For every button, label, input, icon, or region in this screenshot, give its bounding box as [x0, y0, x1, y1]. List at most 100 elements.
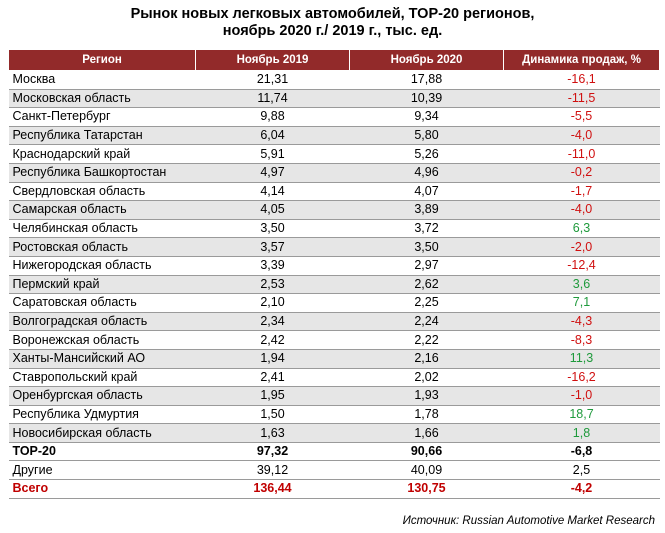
table-row: Ханты-Мансийский АО 1,94 2,16 11,3 [8, 349, 660, 369]
dynamics-cell: -8,3 [503, 330, 660, 350]
dynamics-cell: -1,0 [503, 386, 660, 406]
other-label: Другие [8, 460, 196, 481]
top20-row: ТОР-20 97,32 90,66 -6,8 [8, 442, 660, 462]
nov2020-cell: 2,62 [349, 275, 504, 295]
dynamics-cell: -4,0 [503, 126, 660, 146]
dynamics-cell: -4,0 [503, 200, 660, 220]
table-row: Ставропольский край 2,41 2,02 -16,2 [8, 368, 660, 388]
source-note: Источник: Russian Automotive Market Rese… [402, 515, 655, 527]
dynamics-cell: 1,8 [503, 423, 660, 443]
table-row: Санкт-Петербург 9,88 9,34 -5,5 [8, 107, 660, 127]
table-row: Московская область 11,74 10,39 -11,5 [8, 89, 660, 109]
nov2019-cell: 2,53 [195, 275, 350, 295]
dynamics-cell: -0,2 [503, 163, 660, 183]
table-row: Республика Удмуртия 1,50 1,78 18,7 [8, 405, 660, 425]
region-cell: Московская область [8, 89, 196, 109]
title-line-2: ноябрь 2020 г./ 2019 г., тыс. ед. [222, 23, 443, 39]
dynamics-cell: -16,1 [503, 70, 660, 90]
region-cell: Саратовская область [8, 293, 196, 313]
dynamics-cell: 11,3 [503, 349, 660, 369]
nov2019-cell: 2,34 [195, 312, 350, 332]
nov2019-cell: 11,74 [195, 89, 350, 109]
table-row: Саратовская область 2,10 2,25 7,1 [8, 293, 660, 313]
dynamics-cell: -5,5 [503, 107, 660, 127]
other-row: Другие 39,12 40,09 2,5 [8, 460, 660, 481]
total-nov2019: 136,44 [195, 479, 350, 499]
dynamics-cell: -4,3 [503, 312, 660, 332]
region-cell: Краснодарский край [8, 144, 196, 164]
region-cell: Воронежская область [8, 330, 196, 350]
nov2019-cell: 4,05 [195, 200, 350, 220]
nov2019-cell: 9,88 [195, 107, 350, 127]
region-cell: Самарская область [8, 200, 196, 220]
top20-dynamics: -6,8 [503, 442, 660, 462]
nov2020-cell: 2,22 [349, 330, 504, 350]
table-row: Челябинская область 3,50 3,72 6,3 [8, 219, 660, 239]
region-cell: Республика Удмуртия [8, 405, 196, 425]
nov2020-cell: 3,50 [349, 237, 504, 257]
table-row: Свердловская область 4,14 4,07 -1,7 [8, 182, 660, 202]
top20-nov2019: 97,32 [195, 442, 350, 462]
table-row: Краснодарский край 5,91 5,26 -11,0 [8, 144, 660, 164]
table-row: Москва 21,31 17,88 -16,1 [8, 70, 660, 90]
region-cell: Оренбургская область [8, 386, 196, 406]
total-row: Всего 136,44 130,75 -4,2 [8, 479, 660, 499]
page-title: Рынок новых легковых автомобилей, ТОР-20… [0, 6, 665, 40]
nov2019-cell: 1,94 [195, 349, 350, 369]
dynamics-cell: 6,3 [503, 219, 660, 239]
nov2020-cell: 17,88 [349, 70, 504, 90]
header-nov2020: Ноябрь 2020 [349, 49, 504, 71]
total-label: Всего [8, 479, 196, 499]
dynamics-cell: -11,0 [503, 144, 660, 164]
nov2019-cell: 3,50 [195, 219, 350, 239]
title-line-1: Рынок новых легковых автомобилей, ТОР-20… [130, 6, 535, 22]
top20-label: ТОР-20 [8, 442, 196, 462]
region-cell: Ханты-Мансийский АО [8, 349, 196, 369]
total-nov2020: 130,75 [349, 479, 504, 499]
dynamics-cell: -11,5 [503, 89, 660, 109]
table-row: Самарская область 4,05 3,89 -4,0 [8, 200, 660, 220]
dynamics-cell: 18,7 [503, 405, 660, 425]
nov2020-cell: 1,78 [349, 405, 504, 425]
other-dynamics: 2,5 [503, 460, 660, 481]
region-cell: Санкт-Петербург [8, 107, 196, 127]
total-dynamics: -4,2 [503, 479, 660, 499]
table-row: Республика Башкортостан 4,97 4,96 -0,2 [8, 163, 660, 183]
header-dynamics: Динамика продаж, % [503, 49, 660, 71]
region-cell: Пермский край [8, 275, 196, 295]
table-row: Оренбургская область 1,95 1,93 -1,0 [8, 386, 660, 406]
header-nov2019: Ноябрь 2019 [195, 49, 350, 71]
region-cell: Ставропольский край [8, 368, 196, 388]
nov2020-cell: 2,97 [349, 256, 504, 276]
nov2019-cell: 3,39 [195, 256, 350, 276]
header-region: Регион [8, 49, 196, 71]
nov2020-cell: 2,02 [349, 368, 504, 388]
nov2020-cell: 4,96 [349, 163, 504, 183]
nov2020-cell: 1,93 [349, 386, 504, 406]
nov2019-cell: 1,63 [195, 423, 350, 443]
region-cell: Нижегородская область [8, 256, 196, 276]
nov2019-cell: 2,42 [195, 330, 350, 350]
region-cell: Свердловская область [8, 182, 196, 202]
nov2019-cell: 1,50 [195, 405, 350, 425]
nov2019-cell: 21,31 [195, 70, 350, 90]
nov2019-cell: 1,95 [195, 386, 350, 406]
nov2019-cell: 4,14 [195, 182, 350, 202]
nov2020-cell: 1,66 [349, 423, 504, 443]
region-cell: Республика Татарстан [8, 126, 196, 146]
nov2020-cell: 5,80 [349, 126, 504, 146]
table-row: Республика Татарстан 6,04 5,80 -4,0 [8, 126, 660, 146]
nov2020-cell: 5,26 [349, 144, 504, 164]
regions-table: Регион Ноябрь 2019 Ноябрь 2020 Динамика … [8, 49, 660, 499]
dynamics-cell: -2,0 [503, 237, 660, 257]
table-row: Волгоградская область 2,34 2,24 -4,3 [8, 312, 660, 332]
nov2019-cell: 2,41 [195, 368, 350, 388]
dynamics-cell: -16,2 [503, 368, 660, 388]
nov2020-cell: 2,25 [349, 293, 504, 313]
region-cell: Волгоградская область [8, 312, 196, 332]
table-row: Нижегородская область 3,39 2,97 -12,4 [8, 256, 660, 276]
nov2020-cell: 3,89 [349, 200, 504, 220]
dynamics-cell: -1,7 [503, 182, 660, 202]
region-cell: Новосибирская область [8, 423, 196, 443]
table-header-row: Регион Ноябрь 2019 Ноябрь 2020 Динамика … [8, 49, 660, 71]
